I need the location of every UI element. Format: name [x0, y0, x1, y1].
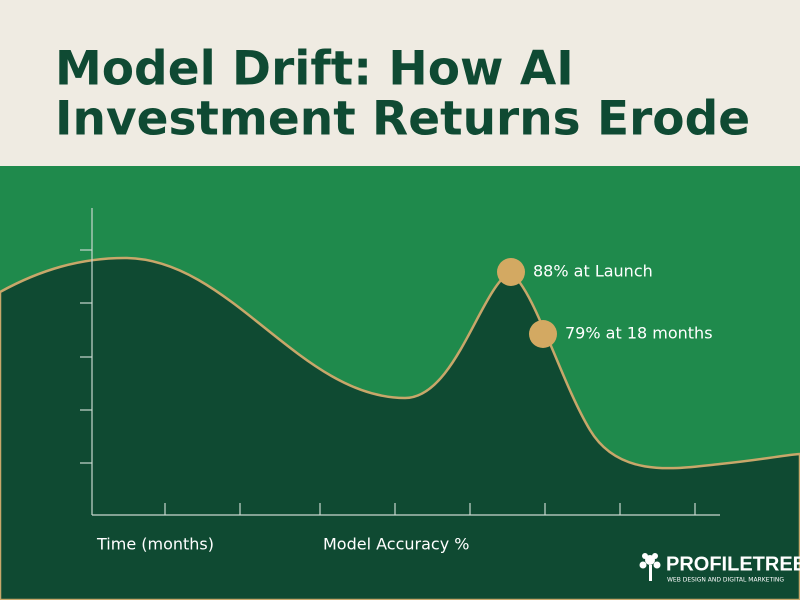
y-axis-label: Model Accuracy %: [323, 535, 469, 554]
marker: [529, 320, 557, 348]
marker: [497, 258, 525, 286]
logo-icon: [639, 553, 661, 581]
annotation: 88% at Launch: [533, 262, 653, 281]
x-axis-label: Time (months): [96, 535, 214, 554]
axes: [80, 208, 720, 516]
annotation: 79% at 18 months: [565, 324, 713, 343]
logo: PROFILETREE WEB DESIGN AND DIGITAL MARKE…: [639, 553, 800, 584]
title-line: Model Drift: How AI: [55, 42, 574, 97]
header-band: [0, 0, 800, 166]
logo-name: PROFILETREE: [666, 553, 800, 575]
logo-tagline: WEB DESIGN AND DIGITAL MARKETING: [667, 577, 784, 584]
title-line: Investment Returns Erode: [55, 92, 750, 147]
